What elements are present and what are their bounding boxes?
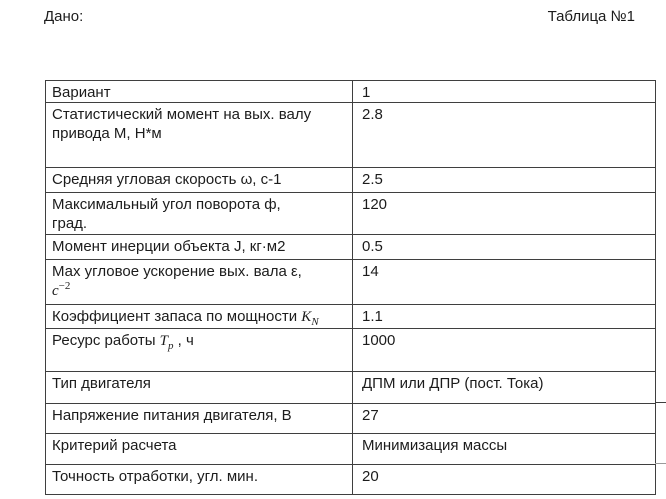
param-value-service-life: 1000 — [352, 328, 656, 372]
param-value-avg-angular-speed: 2.5 — [352, 167, 656, 193]
param-value-tracking-accuracy: 20 — [352, 464, 656, 495]
param-label-service-life: Ресурс работы Tp , ч — [45, 328, 353, 372]
table-caption: Таблица №1 — [547, 8, 635, 25]
given-label: Дано: — [44, 8, 84, 25]
gridline-stub-2 — [655, 463, 666, 464]
document-header: Дано: Таблица №1 — [44, 7, 635, 26]
param-label-design-criterion: Критерий расчета — [45, 433, 353, 465]
param-value-max-angular-accel: 14 — [352, 259, 656, 305]
param-label-inertia-moment: Момент инерции объекта J, кг·м2 — [45, 234, 353, 260]
param-label-avg-angular-speed: Средняя угловая скорость ω, с-1 — [45, 167, 353, 193]
table-row-inertia-moment: Момент инерции объекта J, кг·м2 0.5 — [45, 234, 656, 260]
param-label-max-rotation-angle: Максимальный угол поворота ф, град. — [45, 192, 353, 235]
param-label-tracking-accuracy: Точность отработки, угл. мин. — [45, 464, 353, 495]
param-value-motor-type: ДПМ или ДПР (пост. Тока) — [352, 371, 656, 404]
table-row-motor-type: Тип двигателя ДПМ или ДПР (пост. Тока) — [45, 371, 656, 404]
param-label-motor-type: Тип двигателя — [45, 371, 353, 404]
table-row-avg-angular-speed: Средняя угловая скорость ω, с-1 2.5 — [45, 167, 656, 193]
table-row-service-life: Ресурс работы Tp , ч 1000 — [45, 328, 656, 372]
table-row-supply-voltage: Напряжение питания двигателя, В 27 — [45, 403, 656, 434]
param-value-variant: 1 — [352, 80, 656, 103]
param-value-supply-voltage: 27 — [352, 403, 656, 434]
table-row-tracking-accuracy: Точность отработки, угл. мин. 20 — [45, 464, 656, 495]
param-value-max-rotation-angle: 120 — [352, 192, 656, 235]
parameters-table: Вариант 1 Статистический момент на вых. ва… — [45, 80, 656, 495]
gridline-stub-1 — [655, 402, 666, 403]
param-value-inertia-moment: 0.5 — [352, 234, 656, 260]
param-label-variant: Вариант — [45, 80, 353, 103]
table-row-max-rotation-angle: Максимальный угол поворота ф, град. 120 — [45, 192, 656, 235]
param-label-supply-voltage: Напряжение питания двигателя, В — [45, 403, 353, 434]
param-label-max-angular-accel: Мах угловое ускорение вых. вала ε, с−2 — [45, 259, 353, 305]
table-row-design-criterion: Критерий расчета Минимизация массы — [45, 433, 656, 465]
table-row-max-angular-accel: Мах угловое ускорение вых. вала ε, с−2 14 — [45, 259, 656, 305]
param-value-design-criterion: Минимизация массы — [352, 433, 656, 465]
table-row-static-moment: Статистический момент на вых. валу привод… — [45, 102, 656, 168]
table-row-power-margin-coeff: Коэффициент запаса по мощности KN 1.1 — [45, 304, 656, 329]
param-value-power-margin-coeff: 1.1 — [352, 304, 656, 329]
table-row-variant: Вариант 1 — [45, 80, 656, 103]
param-label-static-moment: Статистический момент на вых. валу привод… — [45, 102, 353, 168]
param-value-static-moment: 2.8 — [352, 102, 656, 168]
param-label-power-margin-coeff: Коэффициент запаса по мощности KN — [45, 304, 353, 329]
